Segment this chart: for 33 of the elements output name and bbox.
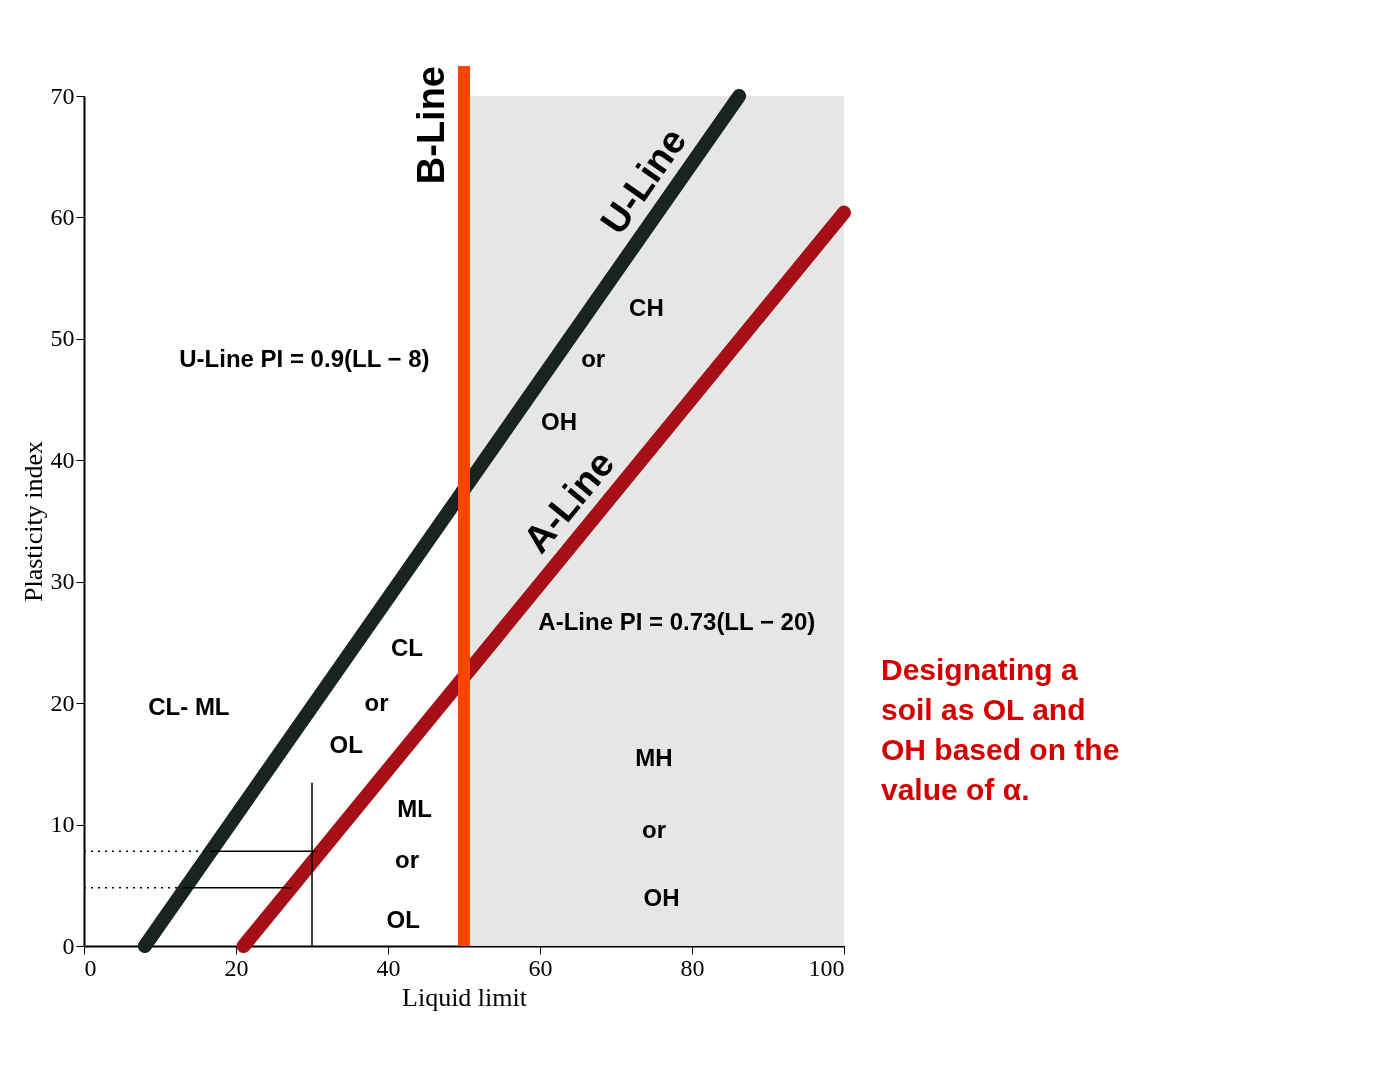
text: Designating a soil as OL and OH based on the value of α.: [881, 653, 1120, 806]
x-tick-label: 100: [808, 954, 845, 981]
y-tick-label: 70: [50, 82, 75, 109]
annotation: or: [581, 344, 606, 372]
y-tick-label: 40: [50, 446, 75, 473]
x-tick-label: 20: [224, 954, 249, 981]
annotation: CL- ML: [148, 693, 230, 720]
y-tick-label: 30: [50, 568, 75, 595]
ref-line-label: B-Line: [410, 66, 452, 185]
annotation: or: [642, 816, 666, 844]
x-tick-label: 80: [680, 954, 705, 981]
annotation: MH: [635, 744, 673, 771]
y-tick-label: 10: [50, 811, 75, 838]
annotation: A-Line PI = 0.73(LL − 20): [538, 608, 816, 635]
annotation: or: [364, 688, 389, 716]
y-tick-label: 20: [50, 689, 75, 716]
y-tick-label: 50: [50, 325, 75, 352]
y-tick-label: 0: [62, 932, 75, 959]
x-tick-label: 40: [376, 954, 401, 981]
annotation: U-Line PI = 0.9(LL − 8): [179, 344, 430, 372]
x-tick-label: 0: [84, 954, 97, 981]
annotation: OL: [386, 905, 420, 933]
x-axis-title: Liquid limit: [402, 982, 528, 1012]
annotation: OH: [541, 408, 577, 436]
x-tick-label: 60: [528, 954, 553, 981]
annotation: CL: [391, 633, 423, 661]
annotation: OH: [643, 884, 680, 912]
annotation: CH: [629, 293, 664, 321]
y-axis-title: Plasticity index: [18, 440, 48, 603]
annotation: OL: [329, 731, 363, 759]
annotation: or: [395, 846, 419, 873]
annotation: ML: [397, 795, 432, 822]
y-tick-label: 60: [50, 203, 75, 230]
